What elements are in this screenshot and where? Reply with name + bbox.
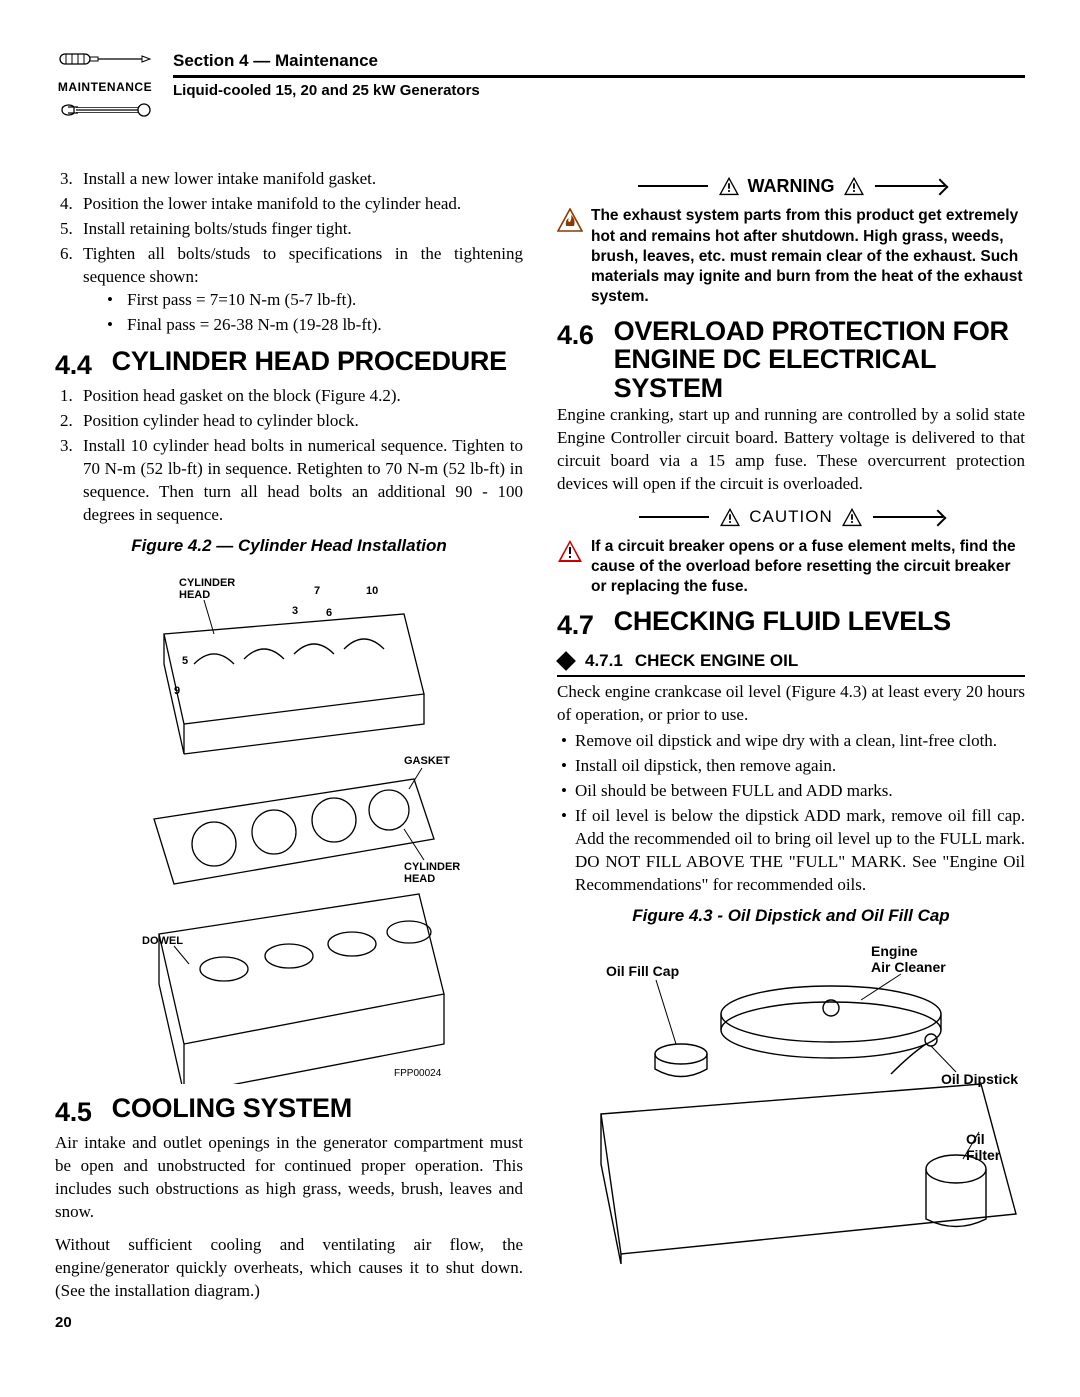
heading-4-6: 4.6 OVERLOAD PROTECTION FOR ENGINE DC EL…	[557, 317, 1025, 402]
svg-text:Engine: Engine	[871, 943, 918, 959]
heading-4-7: 4.7 CHECKING FLUID LEVELS	[557, 607, 1025, 643]
subheading-number: 4.7.1	[585, 650, 623, 673]
warning-triangle-icon	[843, 176, 865, 196]
list-item: Install a new lower intake manifold gask…	[77, 168, 523, 191]
svg-text:5: 5	[182, 655, 188, 667]
caution-label: CAUTION	[749, 506, 833, 529]
warning-triangle-icon	[718, 176, 740, 196]
svg-text:FPP00024: FPP00024	[394, 1068, 442, 1079]
list-item: Tighten all bolts/studs to specification…	[77, 243, 523, 337]
torque-pass-list: First pass = 7=10 N-m (5-7 lb-ft). Final…	[103, 289, 523, 337]
list-item: Remove oil dipstick and wipe dry with a …	[575, 730, 1025, 753]
subheading-4-7-1: 4.7.1 CHECK ENGINE OIL	[557, 650, 1025, 677]
warning-text-row: The exhaust system parts from this produ…	[557, 206, 1025, 307]
subheading-title: CHECK ENGINE OIL	[635, 650, 798, 673]
heading-number: 4.4	[55, 347, 92, 383]
figure-4-2-caption: Figure 4.2 — Cylinder Head Installation	[55, 535, 523, 558]
section-subtitle: Liquid-cooled 15, 20 and 25 kW Generator…	[173, 81, 1025, 101]
list-item: Position the lower intake manifold to th…	[77, 193, 523, 216]
maintenance-label: MAINTENANCE	[55, 79, 155, 95]
check-oil-list: Remove oil dipstick and wipe dry with a …	[557, 730, 1025, 897]
burn-hazard-icon	[557, 208, 583, 232]
maintenance-icon-box: MAINTENANCE	[55, 50, 155, 128]
list-item: Final pass = 26-38 N-m (19-28 lb-ft).	[121, 314, 523, 337]
svg-text:CYLINDER: CYLINDER	[404, 861, 460, 873]
list-item: Install oil dipstick, then remove again.	[575, 755, 1025, 778]
screwdriver-icon	[58, 50, 153, 68]
svg-text:GASKET: GASKET	[404, 755, 450, 767]
list-item-text: Tighten all bolts/studs to specification…	[83, 244, 523, 286]
wrench-icon	[58, 99, 153, 121]
oil-dipstick-diagram: Oil Fill Cap Engine Air Cleaner Oil Dips…	[561, 934, 1021, 1264]
warning-text: The exhaust system parts from this produ…	[591, 206, 1025, 307]
section-title: Section 4 — Maintenance	[173, 50, 1025, 78]
cooling-p2: Without sufficient cooling and ventilati…	[55, 1234, 523, 1303]
list-item: Install 10 cylinder head bolts in numeri…	[77, 435, 523, 527]
page-header: MAINTENANCE Section 4 — Maintenance Liqu…	[55, 50, 1025, 128]
heading-number: 4.6	[557, 317, 594, 402]
svg-text:DOWEL: DOWEL	[142, 935, 183, 947]
figure-4-3-caption: Figure 4.3 - Oil Dipstick and Oil Fill C…	[557, 905, 1025, 928]
overload-p: Engine cranking, start up and running ar…	[557, 404, 1025, 496]
svg-text:7: 7	[314, 585, 320, 597]
warning-banner: WARNING	[557, 174, 1025, 198]
heading-4-4: 4.4 CYLINDER HEAD PROCEDURE	[55, 347, 523, 383]
svg-text:HEAD: HEAD	[179, 589, 210, 601]
right-column: WARNING The exhaust system parts from th…	[557, 168, 1025, 1333]
heading-number: 4.7	[557, 607, 594, 643]
figure-4-3: Oil Fill Cap Engine Air Cleaner Oil Dips…	[557, 934, 1025, 1264]
heading-title: OVERLOAD PROTECTION FOR ENGINE DC ELECTR…	[614, 317, 1025, 402]
caution-triangle-icon	[557, 539, 583, 563]
check-oil-p: Check engine crankcase oil level (Figure…	[557, 681, 1025, 727]
diamond-bullet-icon	[556, 651, 576, 671]
svg-text:3: 3	[292, 605, 298, 617]
figure-4-2: CYLINDER HEAD 7 10 3 6 5 9 GASKET CYLIND…	[55, 564, 523, 1084]
heading-title: COOLING SYSTEM	[112, 1094, 352, 1130]
left-column: Install a new lower intake manifold gask…	[55, 168, 523, 1333]
svg-text:Oil Fill Cap: Oil Fill Cap	[606, 963, 679, 979]
svg-text:10: 10	[366, 585, 378, 597]
heading-title: CYLINDER HEAD PROCEDURE	[112, 347, 507, 383]
svg-text:Oil Dipstick: Oil Dipstick	[941, 1071, 1018, 1087]
two-column-layout: Install a new lower intake manifold gask…	[55, 168, 1025, 1333]
caution-triangle-icon	[841, 507, 863, 527]
svg-text:Filter: Filter	[966, 1147, 1001, 1163]
svg-text:Air Cleaner: Air Cleaner	[871, 959, 946, 975]
svg-text:CYLINDER: CYLINDER	[179, 577, 235, 589]
list-item: If oil level is below the dipstick ADD m…	[575, 805, 1025, 897]
cylinder-head-steps: Position head gasket on the block (Figur…	[55, 385, 523, 527]
list-item: Position cylinder head to cylinder block…	[77, 410, 523, 433]
list-item: First pass = 7=10 N-m (5-7 lb-ft).	[121, 289, 523, 312]
svg-text:6: 6	[326, 607, 332, 619]
svg-text:9: 9	[174, 685, 180, 697]
cooling-p1: Air intake and outlet openings in the ge…	[55, 1132, 523, 1224]
caution-text-row: If a circuit breaker opens or a fuse ele…	[557, 537, 1025, 597]
header-text-block: Section 4 — Maintenance Liquid-cooled 15…	[173, 50, 1025, 101]
caution-triangle-icon	[719, 507, 741, 527]
list-item: Position head gasket on the block (Figur…	[77, 385, 523, 408]
list-item: Install retaining bolts/studs finger tig…	[77, 218, 523, 241]
svg-text:HEAD: HEAD	[404, 873, 435, 885]
caution-banner: CAUTION	[557, 506, 1025, 529]
heading-number: 4.5	[55, 1094, 92, 1130]
page-number: 20	[55, 1313, 523, 1333]
caution-text: If a circuit breaker opens or a fuse ele…	[591, 537, 1025, 597]
warning-label: WARNING	[748, 174, 835, 198]
heading-4-5: 4.5 COOLING SYSTEM	[55, 1094, 523, 1130]
cylinder-head-diagram: CYLINDER HEAD 7 10 3 6 5 9 GASKET CYLIND…	[104, 564, 474, 1084]
resume-steps-list: Install a new lower intake manifold gask…	[55, 168, 523, 337]
heading-title: CHECKING FLUID LEVELS	[614, 607, 951, 643]
list-item: Oil should be between FULL and ADD marks…	[575, 780, 1025, 803]
